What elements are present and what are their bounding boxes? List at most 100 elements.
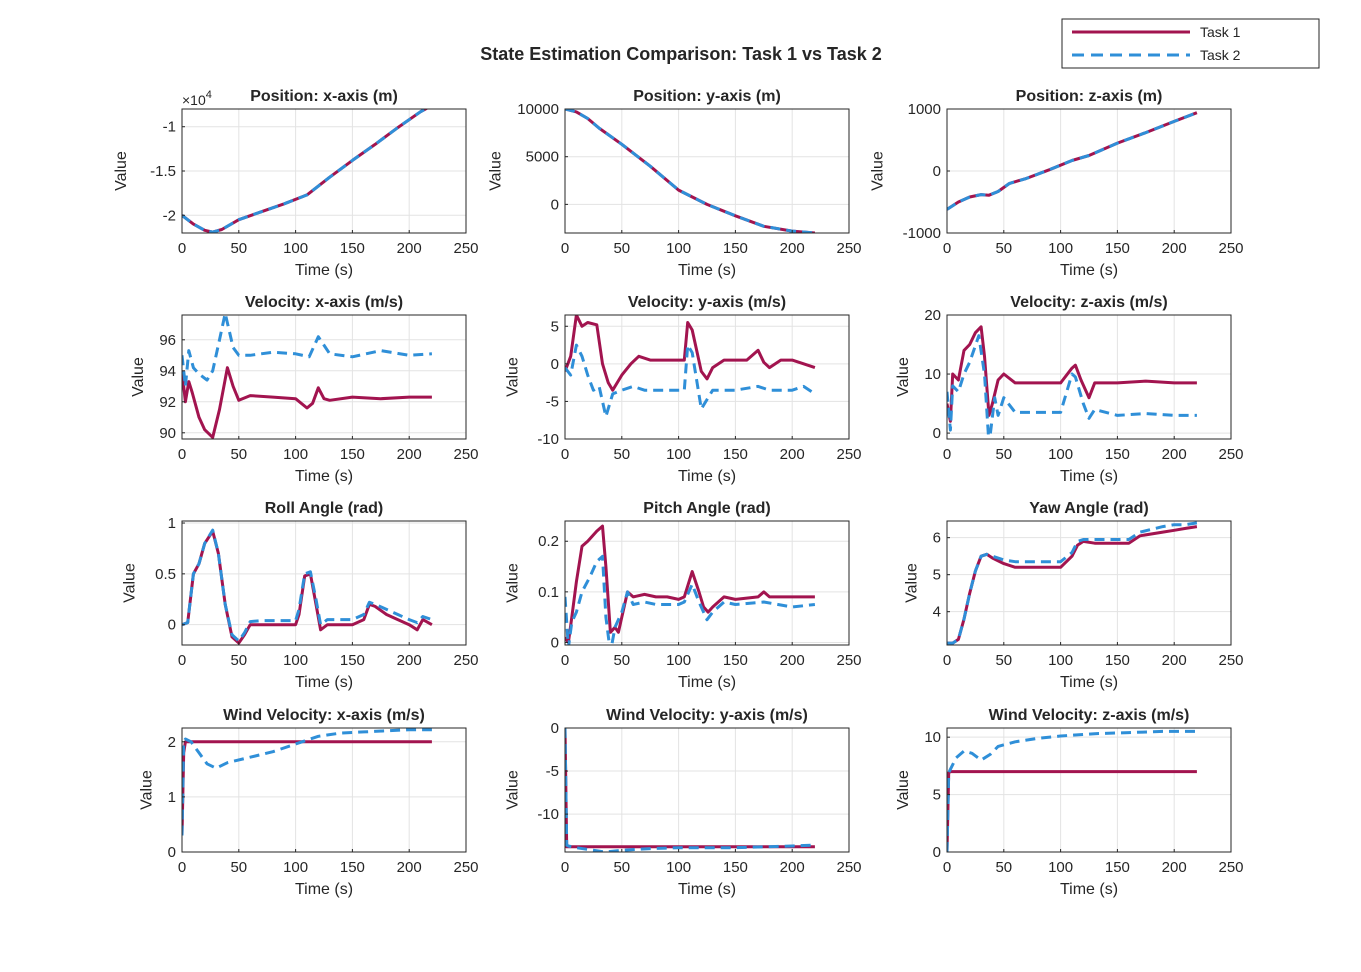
subplot-5-axes-box xyxy=(564,314,850,440)
subplot-3-x-tick-label: 250 xyxy=(1218,240,1243,257)
subplot-2-plot-area xyxy=(565,109,849,233)
subplot-5-y-tick-label: -10 xyxy=(537,431,559,448)
subplot-12-y-tick-label: 10 xyxy=(924,729,941,746)
subplot-12-x-tick-label: 100 xyxy=(1048,859,1073,876)
subplot-6-y-axis-label: Value xyxy=(895,357,912,397)
subplot-3-x-tick-label: 100 xyxy=(1048,240,1073,257)
subplot-8-y-tick-label: 0.1 xyxy=(538,584,559,601)
subplot-11-axes-box xyxy=(564,727,850,853)
subplot-5-series-task-1-line xyxy=(565,315,816,392)
subplot-1-y-tick-label: -2 xyxy=(163,207,176,224)
subplot-2-y-tick-label: 10000 xyxy=(517,101,559,118)
subplot-7-y-tick-label: 1 xyxy=(168,515,176,532)
subplot-7-x-tick-label: 50 xyxy=(230,652,247,669)
subplot-5-title: Velocity: y-axis (m/s) xyxy=(628,294,786,311)
subplot-10-x-tick-label: 250 xyxy=(453,859,478,876)
subplot-6-plot-area xyxy=(947,315,1231,439)
subplot-5-x-tick-label: 150 xyxy=(723,446,748,463)
subplot-8-y-tick-label: 0.2 xyxy=(538,533,559,550)
subplot-8-series-task-1-line xyxy=(565,524,815,644)
subplot-6-y-tick-label: 10 xyxy=(924,366,941,383)
subplot-4-series-task-2-line xyxy=(182,315,432,388)
subplot-12-series-task-2-line xyxy=(947,729,1197,852)
subplot-10-x-tick-label: 150 xyxy=(340,859,365,876)
subplot-5-series-task-2-line xyxy=(565,343,816,418)
subplot-1-y-tick-label: -1 xyxy=(163,119,176,136)
subplot-3-y-tick-label: 0 xyxy=(933,163,941,180)
subplot-8-title: Pitch Angle (rad) xyxy=(643,500,770,517)
subplot-12-axes-box xyxy=(946,727,1232,853)
subplot-9-y-tick-label: 4 xyxy=(933,604,941,621)
subplot-12-title: Wind Velocity: z-axis (m/s) xyxy=(989,707,1190,724)
subplot-6-x-tick-label: 0 xyxy=(943,446,951,463)
subplot-7-title: Roll Angle (rad) xyxy=(265,500,384,517)
subplot-10-y-tick-label: 0 xyxy=(168,844,176,861)
subplot-6-y-tick-label: 20 xyxy=(924,307,941,324)
subplot-7-x-tick-label: 250 xyxy=(453,652,478,669)
subplot-6-y-tick-label: 0 xyxy=(933,425,941,442)
subplot-5-y-tick-label: 0 xyxy=(551,356,559,373)
subplot-12-x-tick-label: 250 xyxy=(1218,859,1243,876)
subplot-7-x-tick-label: 200 xyxy=(397,652,422,669)
legend: Task 1 Task 2 xyxy=(1061,18,1320,69)
subplot-11-x-tick-label: 200 xyxy=(780,859,805,876)
subplot-1-y-tick-label: -1.5 xyxy=(150,163,176,180)
subplot-12-x-tick-label: 50 xyxy=(995,859,1012,876)
subplot-6-x-axis-label: Time (s) xyxy=(1060,468,1118,485)
subplot-2-x-tick-label: 0 xyxy=(561,240,569,257)
subplot-9-x-axis-label: Time (s) xyxy=(1060,674,1118,691)
subplot-10-series-task-2-line xyxy=(182,728,432,836)
subplot-9: 0 50 100 150 200 250 4 5 6 Yaw Angle (rad) Time (s… xyxy=(904,500,1244,691)
subplot-10-plot-area xyxy=(182,728,466,852)
subplot-12-x-tick-label: 0 xyxy=(943,859,951,876)
subplot-8-x-tick-label: 0 xyxy=(561,652,569,669)
subplot-4-x-tick-label: 200 xyxy=(397,446,422,463)
subplot-1-x-tick-label: 150 xyxy=(340,240,365,257)
subplot-7-x-tick-label: 150 xyxy=(340,652,365,669)
subplot-4-y-tick-label: 90 xyxy=(159,425,176,442)
subplot-11-plot-area xyxy=(565,728,849,852)
subplot-11-x-tick-label: 250 xyxy=(836,859,861,876)
subplot-9-y-tick-label: 6 xyxy=(933,530,941,547)
subplot-4: 0 50 100 150 200 250 90 92 94 96 Velocity: x-axis … xyxy=(130,294,479,485)
subplot-4-x-tick-label: 250 xyxy=(453,446,478,463)
subplot-1-x-tick-label: 0 xyxy=(178,240,186,257)
subplot-5-y-tick-label: -5 xyxy=(546,393,559,410)
subplot-12-x-tick-label: 150 xyxy=(1105,859,1130,876)
subplot-3-y-tick-label: -1000 xyxy=(903,225,941,242)
subplot-12-y-tick-label: 5 xyxy=(933,787,941,804)
subplot-6-series-task-2-line xyxy=(947,334,1197,439)
subplot-8-x-tick-label: 50 xyxy=(613,652,630,669)
legend-task-1-label: Task 1 xyxy=(1200,24,1241,40)
subplot-9-y-tick-label: 5 xyxy=(933,567,941,584)
subplot-9-series-task-1-line xyxy=(947,525,1198,645)
subplot-6: 0 50 100 150 200 250 0 10 20 Velocity: z-axis (m/… xyxy=(895,294,1244,485)
subplot-1-x-tick-label: 50 xyxy=(230,240,247,257)
subplot-3-y-axis-label: Value xyxy=(870,151,887,191)
subplot-12-x-axis-label: Time (s) xyxy=(1060,881,1118,898)
subplot-9-axes-box xyxy=(946,520,1232,646)
subplot-11-x-tick-label: 150 xyxy=(723,859,748,876)
subplot-4-axes-box xyxy=(181,314,467,440)
subplot-8-x-tick-label: 200 xyxy=(780,652,805,669)
subplot-8-series-task-2-line xyxy=(565,554,816,645)
subplot-6-axes-box xyxy=(946,314,1232,440)
subplot-2-y-tick-label: 0 xyxy=(551,196,559,213)
subplot-10-y-tick-label: 1 xyxy=(168,789,176,806)
subplot-12-x-tick-label: 200 xyxy=(1162,859,1187,876)
subplot-1-series-task-2-line xyxy=(182,109,429,233)
subplot-4-y-axis-label: Value xyxy=(130,357,147,397)
subplot-2-x-axis-label: Time (s) xyxy=(678,262,736,279)
subplot-8: 0 50 100 150 200 250 0 0.1 0.2 Pitch Angle (rad) T… xyxy=(505,500,862,691)
subplot-4-y-tick-label: 96 xyxy=(159,332,176,349)
subplot-2-x-tick-label: 250 xyxy=(836,240,861,257)
subplot-6-title: Velocity: z-axis (m/s) xyxy=(1010,294,1167,311)
subplot-5-x-tick-label: 200 xyxy=(780,446,805,463)
subplot-1-exponent-label: ×104 xyxy=(182,89,212,108)
subplot-9-x-tick-label: 200 xyxy=(1162,652,1187,669)
subplot-9-x-tick-label: 50 xyxy=(995,652,1012,669)
subplot-9-x-tick-label: 150 xyxy=(1105,652,1130,669)
subplot-5-x-tick-label: 50 xyxy=(613,446,630,463)
